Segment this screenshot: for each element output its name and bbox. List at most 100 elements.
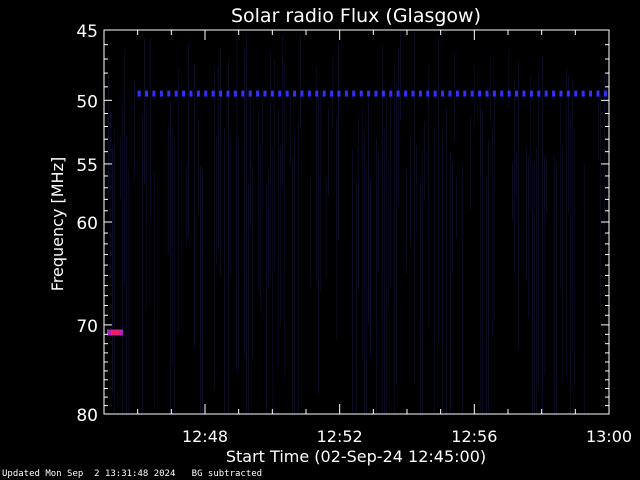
line-50mhz-segment: [344, 90, 348, 97]
line-50mhz-segment: [293, 90, 297, 97]
noise-streak: [584, 164, 585, 414]
noise-streak: [168, 124, 169, 254]
line-50mhz-segment: [448, 90, 452, 97]
noise-streak: [112, 145, 113, 395]
noise-streak: [216, 135, 217, 268]
line-50mhz-segment: [137, 90, 141, 97]
line-50mhz-segment: [396, 90, 400, 97]
noise-streak: [310, 175, 311, 289]
chart-title: Solar radio Flux (Glasgow): [231, 5, 481, 27]
noise-streak: [284, 61, 285, 379]
line-50mhz-segment: [226, 90, 230, 97]
line-50mhz-segment: [285, 90, 289, 97]
noise-streak: [278, 110, 279, 366]
line-50mhz-segment: [441, 90, 445, 97]
line-50mhz-segment: [359, 90, 363, 97]
noise-streak: [362, 106, 363, 364]
noise-streak: [108, 74, 109, 196]
line-50mhz-segment: [544, 90, 548, 97]
noise-streak: [172, 127, 173, 366]
noise-streak: [370, 179, 371, 358]
noise-streak: [414, 32, 415, 385]
line-50mhz-segment: [219, 90, 223, 97]
noise-streak: [230, 134, 231, 277]
noise-streak: [452, 161, 453, 275]
line-50mhz-segment: [426, 90, 430, 97]
line-50mhz-segment: [566, 90, 570, 97]
line-50mhz-segment: [389, 90, 393, 97]
line-50mhz-segment: [596, 90, 600, 97]
noise-streak: [424, 121, 425, 201]
noise-streak: [262, 94, 263, 212]
noise-streak: [450, 151, 451, 414]
noise-streak: [110, 111, 111, 279]
line-50mhz-segment: [352, 90, 356, 97]
noise-streak: [316, 67, 317, 283]
bg-subtracted-note: BG subtracted: [191, 469, 263, 479]
noise-streak: [336, 115, 337, 340]
noise-streak: [318, 94, 319, 394]
noise-streak: [420, 176, 421, 414]
noise-streak: [186, 164, 187, 248]
noise-streak: [358, 117, 359, 292]
noise-streak: [134, 81, 135, 180]
noise-streak: [600, 91, 601, 308]
noise-streak: [486, 178, 487, 414]
line-50mhz-segment: [233, 90, 237, 97]
noise-streak: [508, 49, 509, 110]
noise-streak: [386, 98, 387, 414]
noise-streak: [268, 171, 269, 288]
noise-streak: [598, 87, 599, 163]
line-50mhz-segment: [330, 90, 334, 97]
line-50mhz-segment: [581, 90, 585, 97]
noise-streak: [228, 58, 229, 414]
noise-streak: [396, 81, 397, 385]
noise-streak: [170, 100, 171, 414]
noise-streak: [298, 122, 299, 414]
line-50mhz-segment: [315, 90, 319, 97]
x-axis-label: Start Time (02-Sep-24 12:45:00): [226, 447, 486, 466]
noise-streak: [516, 152, 517, 197]
line-50mhz-segment: [278, 90, 282, 97]
noise-streak: [294, 134, 295, 414]
noise-streak: [198, 121, 199, 214]
noise-streak: [364, 132, 365, 414]
noise-streak: [566, 67, 567, 378]
noise-streak: [604, 72, 605, 229]
line-50mhz-segment: [418, 90, 422, 97]
noise-streak: [290, 95, 291, 165]
noise-streak: [202, 169, 203, 414]
line-50mhz-segment: [463, 90, 467, 97]
noise-streak: [248, 182, 249, 414]
line-50mhz-segment: [167, 90, 171, 97]
spectrogram-features: [107, 90, 607, 336]
noise-streak: [280, 146, 281, 326]
y-tick-label: 80: [76, 406, 98, 426]
noise-streak: [142, 115, 143, 415]
line-50mhz-segment: [174, 90, 178, 97]
line-50mhz-segment: [381, 90, 385, 97]
noise-streak: [542, 55, 543, 414]
noise-streak: [194, 63, 195, 347]
line-50mhz-segment: [374, 90, 378, 97]
x-tick-label: 12:48: [182, 427, 228, 446]
noise-streak: [258, 115, 259, 291]
noise-streak: [266, 182, 267, 414]
noise-streak: [244, 50, 245, 355]
noise-streak: [338, 41, 339, 241]
noise-streak: [556, 162, 557, 414]
noise-streak: [492, 129, 493, 335]
noise-streak: [526, 145, 527, 282]
noise-streak: [406, 167, 407, 275]
noise-streak: [518, 61, 519, 349]
line-50mhz-segment: [485, 90, 489, 97]
line-50mhz-segment: [404, 90, 408, 97]
y-tick-label: 50: [76, 92, 98, 112]
line-50mhz-segment: [182, 90, 186, 97]
noise-streak: [574, 127, 575, 387]
noise-streak: [462, 163, 463, 414]
noise-streak: [410, 137, 411, 245]
noise-streak: [474, 64, 475, 126]
line-50mhz-segment: [552, 90, 556, 97]
